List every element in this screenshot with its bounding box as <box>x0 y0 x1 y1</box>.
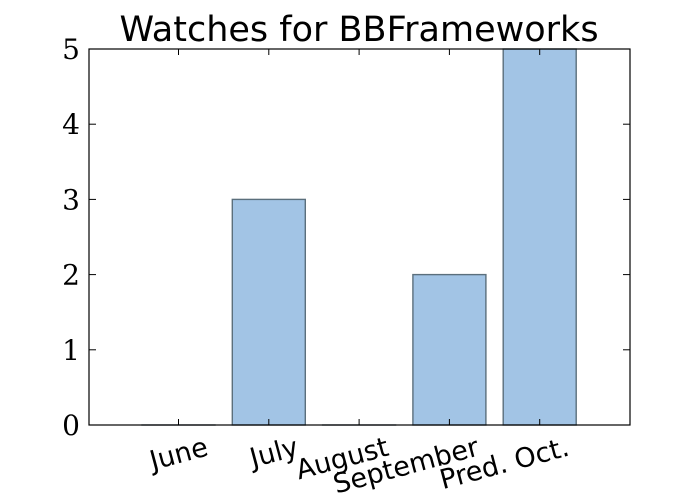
bar-pred-oct <box>503 49 576 425</box>
y-tick-label: 4 <box>62 108 80 141</box>
y-tick-label: 1 <box>62 334 80 367</box>
x-tick-label: June <box>145 432 212 478</box>
y-tick-label: 3 <box>62 183 80 216</box>
y-tick-label: 2 <box>62 259 80 292</box>
bars-layer <box>142 49 576 425</box>
x-tick-label: July <box>245 432 302 475</box>
y-axis-tick-labels: 0 1 2 3 4 5 <box>62 33 80 442</box>
bar-september <box>413 275 486 425</box>
bar-july <box>232 199 305 425</box>
chart-title: Watches for BBFrameworks <box>119 10 598 50</box>
y-tick-label: 0 <box>62 409 80 442</box>
y-tick-label: 5 <box>62 33 80 66</box>
